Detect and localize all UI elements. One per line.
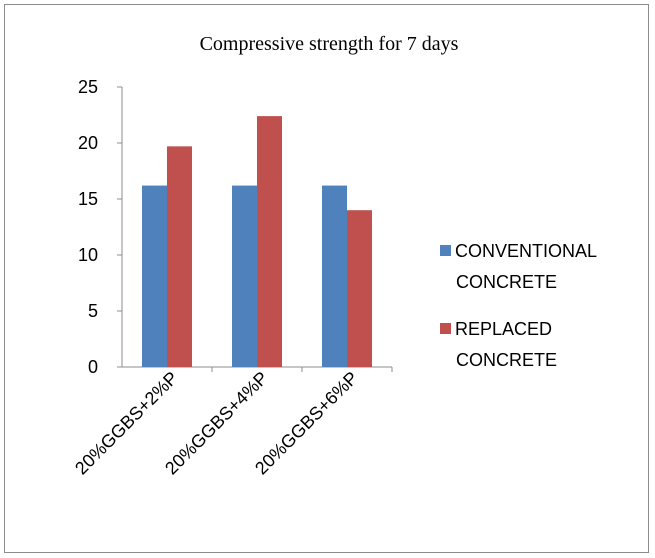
bar-conventional-1 <box>142 185 167 367</box>
legend-label: CONCRETE <box>456 350 557 370</box>
y-axis-ticks: 0 5 10 15 20 25 <box>78 77 98 377</box>
y-tick-label: 15 <box>78 189 98 209</box>
legend-swatch <box>440 323 451 334</box>
bar-replaced-2 <box>257 116 282 368</box>
y-tick-label: 0 <box>88 357 98 377</box>
y-tick-label: 5 <box>88 301 98 321</box>
bars <box>142 116 372 368</box>
y-tick-label: 20 <box>78 133 98 153</box>
bar-replaced-3 <box>347 210 372 367</box>
y-tick-label: 10 <box>78 245 98 265</box>
x-axis-labels: 20%GGBS+2%P20%GGBS+4%P20%GGBS+6%P <box>71 368 362 479</box>
legend-label: REPLACED <box>455 319 552 339</box>
bar-conventional-2 <box>232 185 257 367</box>
y-tick-label: 25 <box>78 77 98 97</box>
legend-label: CONCRETE <box>456 272 557 292</box>
legend-label: CONVENTIONAL <box>455 241 597 261</box>
legend-swatch <box>440 245 451 256</box>
bar-replaced-1 <box>167 146 192 367</box>
bar-conventional-3 <box>322 185 347 367</box>
chart-title: Compressive strength for 7 days <box>200 33 459 55</box>
legend: CONVENTIONAL CONCRETE REPLACED CONCRETE <box>440 241 597 370</box>
